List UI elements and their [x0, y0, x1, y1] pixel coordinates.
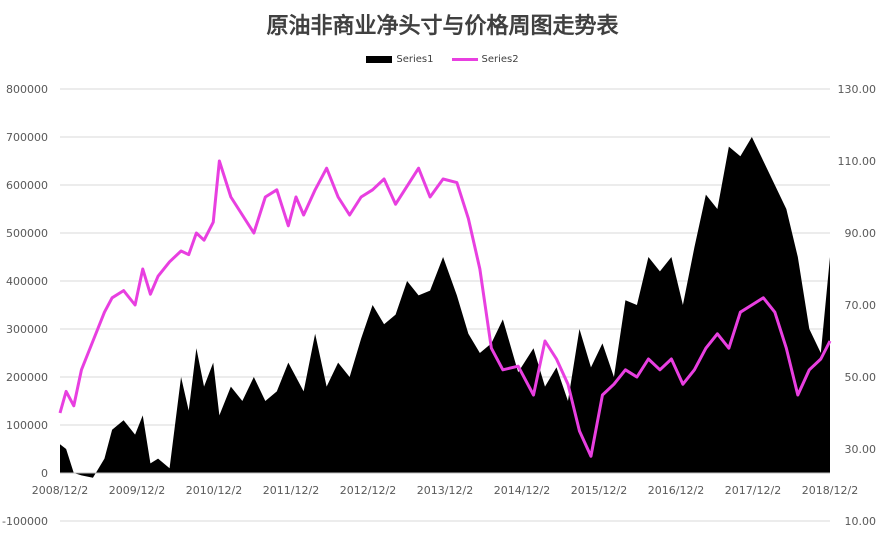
y-left-tick-label: 200000 — [6, 371, 48, 384]
x-tick-label: 2016/12/2 — [648, 484, 704, 497]
series2-swatch — [451, 58, 478, 61]
x-tick-label: 2011/12/2 — [263, 484, 319, 497]
y-right-tick-label: 90.00 — [845, 227, 877, 240]
y-left-tick-label: -100000 — [2, 515, 48, 528]
y-left-tick-label: 600000 — [6, 179, 48, 192]
legend-item-series1: Series1 — [366, 54, 434, 65]
y-right-tick-label: 130.00 — [838, 83, 877, 96]
y-right-tick-label: 10.00 — [845, 515, 877, 528]
y-left-tick-label: 100000 — [6, 419, 48, 432]
x-tick-label: 2008/12/2 — [32, 484, 88, 497]
series1-swatch — [366, 56, 393, 63]
legend: Series1 Series2 — [0, 54, 885, 65]
series1-area — [60, 137, 830, 478]
y-right-tick-label: 30.00 — [845, 443, 877, 456]
x-tick-label: 2012/12/2 — [340, 484, 396, 497]
x-tick-label: 2018/12/2 — [802, 484, 858, 497]
chart-title: 原油非商业净头寸与价格周图走势表 — [266, 13, 619, 39]
y-left-tick-label: 700000 — [6, 131, 48, 144]
series2-line — [58, 159, 832, 458]
x-tick-label: 2013/12/2 — [417, 484, 473, 497]
x-tick-label: 2010/12/2 — [186, 484, 242, 497]
legend-label-series2: Series2 — [481, 54, 519, 65]
x-tick-label: 2014/12/2 — [494, 484, 550, 497]
y-right-tick-label: 50.00 — [845, 371, 877, 384]
legend-item-series2: Series2 — [451, 54, 519, 65]
legend-label-series1: Series1 — [396, 54, 434, 65]
y-left-tick-label: 500000 — [6, 227, 48, 240]
y-right-tick-label: 70.00 — [845, 299, 877, 312]
y-left-tick-label: 400000 — [6, 275, 48, 288]
y-left-tick-label: 800000 — [6, 83, 48, 96]
x-tick-label: 2015/12/2 — [571, 484, 627, 497]
y-right-tick-label: 110.00 — [838, 155, 877, 168]
x-tick-label: 2009/12/2 — [109, 484, 165, 497]
y-left-tick-label: 300000 — [6, 323, 48, 336]
y-left-tick-label: 0 — [41, 467, 48, 480]
x-tick-label: 2017/12/2 — [725, 484, 781, 497]
